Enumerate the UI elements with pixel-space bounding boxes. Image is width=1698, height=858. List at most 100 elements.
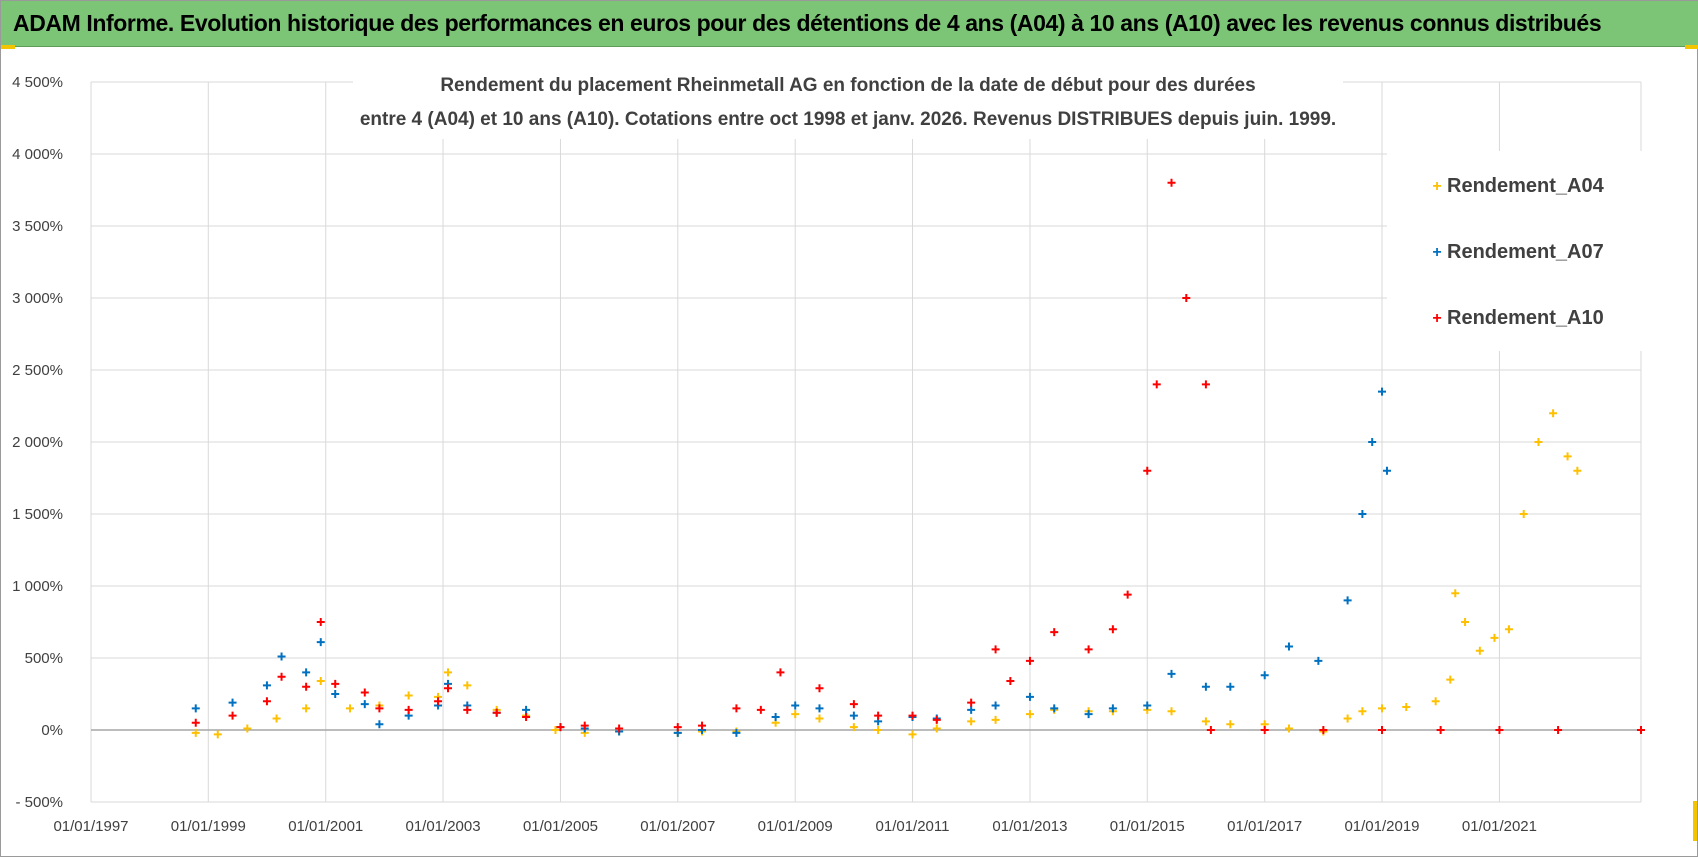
data-point [1050, 628, 1059, 637]
x-tick-label: 01/01/2013 [992, 818, 1067, 835]
data-point [331, 679, 340, 688]
data-point [1519, 510, 1528, 518]
chart-title-line-1: Rendement du placement Rheinmetall AG en… [440, 75, 1255, 96]
data-point [1284, 724, 1293, 733]
x-tick-label: 01/01/2009 [758, 818, 833, 835]
data-point [849, 700, 858, 709]
y-tick-label: 4 500% [12, 74, 63, 91]
data-point [1201, 380, 1210, 389]
data-point [404, 705, 413, 714]
legend-item-a04: + Rendement_A04 [1432, 175, 1604, 197]
data-point [277, 672, 286, 681]
series-Rendement_A04 [191, 409, 1582, 739]
data-point [771, 713, 780, 722]
data-point [213, 730, 222, 739]
data-point [1319, 726, 1328, 734]
data-point [551, 726, 560, 734]
corner-mark-top-right [1685, 45, 1698, 49]
data-point [404, 691, 413, 700]
data-point [331, 690, 340, 698]
data-point [522, 713, 531, 722]
x-tick-label: 01/01/2007 [640, 818, 715, 835]
data-point [262, 681, 271, 690]
data-point [673, 723, 682, 732]
data-point [1084, 645, 1093, 654]
y-tick-label: 4 000% [12, 146, 63, 163]
data-point [360, 700, 369, 709]
x-tick-label: 01/01/2017 [1227, 818, 1302, 835]
data-point [1050, 704, 1059, 713]
data-point [1368, 438, 1377, 446]
data-point [444, 684, 453, 693]
data-point [908, 711, 917, 720]
data-point [1201, 682, 1210, 691]
data-point [967, 717, 976, 726]
data-point [1084, 710, 1093, 719]
y-tick-label: 2 500% [12, 362, 63, 379]
data-point [1314, 656, 1323, 665]
x-tick-label: 01/01/2001 [288, 818, 363, 835]
data-point [908, 730, 917, 739]
data-point [932, 715, 941, 724]
data-point [815, 684, 824, 693]
data-point [1563, 452, 1572, 461]
x-tick-label: 01/01/2021 [1462, 818, 1537, 835]
x-tick-label: 01/01/2015 [1110, 818, 1185, 835]
data-point [698, 721, 707, 730]
legend-label-a10: Rendement_A10 [1447, 307, 1604, 329]
banner-title: ADAM Informe. Evolution historique des p… [13, 10, 1602, 36]
data-point [444, 668, 453, 677]
data-point [375, 720, 384, 729]
data-point [874, 711, 883, 720]
y-tick-label: 2 000% [12, 434, 63, 451]
data-point [316, 618, 325, 626]
data-point [1549, 409, 1558, 418]
series-layer [191, 178, 1645, 739]
data-point [1637, 726, 1645, 734]
data-point [1284, 642, 1293, 651]
data-point [615, 724, 624, 733]
data-point [1475, 646, 1484, 655]
data-point [991, 645, 1000, 654]
series-Rendement_A10 [191, 178, 1645, 734]
legend-marker-a10: + [1432, 310, 1441, 327]
data-point [1504, 625, 1513, 634]
x-tick-label: 01/01/1997 [53, 818, 128, 835]
data-point [1573, 466, 1582, 475]
data-point [262, 697, 271, 706]
legend-marker-a04: + [1432, 178, 1441, 195]
legend-label-a07: Rendement_A07 [1447, 241, 1604, 263]
data-point [815, 714, 824, 723]
data-point [228, 711, 237, 720]
x-tick-label: 01/01/1999 [171, 818, 246, 835]
data-point [375, 704, 384, 713]
data-point [191, 704, 200, 713]
data-point [492, 708, 501, 717]
data-point [1006, 677, 1015, 686]
data-point [1123, 590, 1132, 599]
y-tick-label: 1 500% [12, 506, 63, 523]
data-point [1167, 178, 1176, 187]
y-axis-tick-labels: - 500% 0% 500% 1 000% 1 500% 2 000% 2 500% 3 00… [12, 74, 63, 811]
data-point [756, 705, 765, 714]
y-tick-label: 0% [41, 722, 63, 739]
x-tick-label: 01/01/2005 [523, 818, 598, 835]
y-tick-label: 3 000% [12, 290, 63, 307]
legend-label-a04: Rendement_A04 [1447, 175, 1605, 197]
data-point [1143, 701, 1152, 710]
data-point [1143, 466, 1152, 475]
x-tick-label: 01/01/2011 [876, 818, 950, 835]
data-point [874, 726, 883, 734]
data-point [1343, 714, 1352, 723]
data-point [791, 710, 800, 719]
data-point [1201, 717, 1210, 726]
data-point [302, 682, 311, 691]
data-point [1025, 710, 1034, 719]
data-point [1378, 726, 1386, 734]
x-axis-tick-labels: 01/01/1997 01/01/1999 01/01/2001 01/01/2003… [53, 818, 1537, 835]
data-point [967, 705, 976, 714]
data-point [191, 728, 200, 737]
legend-marker-a07: + [1432, 244, 1441, 261]
